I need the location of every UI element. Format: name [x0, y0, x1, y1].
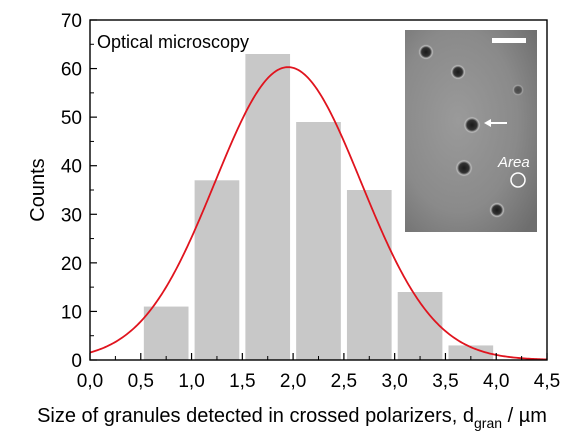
y-tick-label: 20	[61, 254, 82, 275]
bar-1	[194, 180, 240, 360]
x-tick-label: 1,0	[178, 371, 204, 392]
y-tick-label: 0	[71, 351, 82, 372]
y-tick-label: 40	[61, 157, 82, 178]
x-tick-label: 4,0	[483, 371, 509, 392]
x-axis-ticks: 0,0 0,5 1,0 1,5 2,0 2,5 3,0 3,5 4,0 4,5	[77, 353, 560, 392]
x-axis-title-main: Size of granules detected in crossed pol…	[37, 405, 474, 427]
granule	[418, 44, 434, 60]
x-tick-label: 4,5	[534, 371, 560, 392]
granule	[455, 159, 473, 177]
inset-area-label: Area	[497, 154, 530, 171]
bars-layer	[143, 54, 494, 360]
granule	[450, 64, 466, 80]
y-tick-label: 70	[61, 11, 82, 32]
x-tick-label: 2,0	[280, 371, 306, 392]
granule	[489, 202, 505, 218]
x-axis-title-subscript: gran	[474, 415, 502, 431]
annotation-optical-microscopy: Optical microscopy	[97, 32, 249, 52]
x-axis-title-unit: / µm	[502, 405, 547, 427]
area-marker-circle	[510, 172, 526, 188]
y-tick-label: 50	[61, 108, 82, 129]
gaussian-fit-curve	[89, 66, 548, 361]
scale-bar	[492, 38, 526, 43]
bar-0	[143, 306, 189, 360]
y-axis-title: Counts	[27, 158, 49, 221]
x-axis-title: Size of granules detected in crossed pol…	[37, 405, 547, 431]
arrow-head-icon	[484, 119, 491, 127]
x-tick-label: 0,0	[77, 371, 103, 392]
granule	[463, 116, 481, 134]
bar-3	[296, 122, 341, 360]
bar-2	[245, 54, 291, 360]
y-tick-label: 30	[61, 205, 82, 226]
bar-4	[346, 190, 392, 360]
x-tick-label: 1,5	[229, 371, 255, 392]
x-tick-label: 2,5	[331, 371, 357, 392]
bar-6	[448, 345, 494, 360]
y-tick-label: 60	[61, 60, 82, 81]
y-tick-label: 10	[61, 302, 82, 323]
x-tick-label: 3,5	[432, 371, 458, 392]
y-axis-ticks: 0 10 20 30 40 50 60 70	[61, 11, 97, 372]
granule	[512, 84, 524, 96]
microscopy-inset: Area	[405, 30, 537, 232]
x-tick-label: 3,0	[381, 371, 407, 392]
x-tick-label: 0,5	[128, 371, 154, 392]
